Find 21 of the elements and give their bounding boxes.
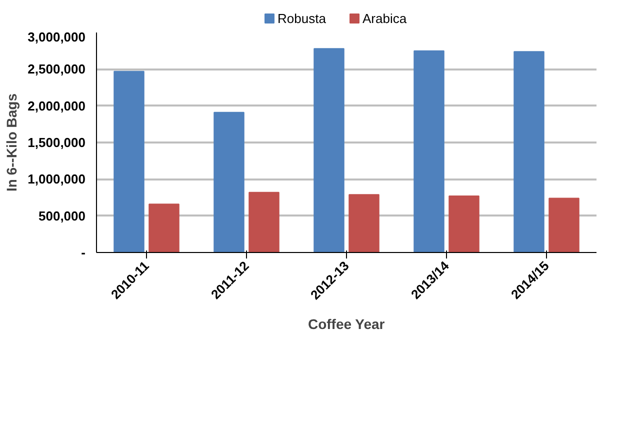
y-tick-label: 1,000,000	[28, 172, 86, 187]
bar	[514, 51, 544, 252]
bar	[248, 192, 280, 252]
legend-label: Arabica	[362, 11, 408, 26]
y-tick-label: 500,000	[38, 208, 86, 224]
x-axis-title: Coffee Year	[308, 316, 386, 332]
legend-label: Robusta	[278, 11, 327, 26]
y-axis-title: In 6--Kilo Bags	[4, 93, 20, 192]
bar	[448, 196, 480, 252]
bar	[114, 70, 144, 252]
bar	[414, 50, 444, 252]
bar	[548, 198, 580, 252]
bar	[348, 194, 380, 252]
y-tick-label: 2,500,000	[28, 62, 86, 77]
bar	[214, 112, 244, 252]
y-tick-label: -	[81, 245, 86, 260]
y-tick-label: 3,000,000	[28, 30, 86, 44]
bar	[314, 48, 344, 252]
y-tick-label: 2,000,000	[28, 98, 86, 114]
bar	[148, 204, 180, 252]
y-tick-label: 1,500,000	[28, 135, 86, 150]
